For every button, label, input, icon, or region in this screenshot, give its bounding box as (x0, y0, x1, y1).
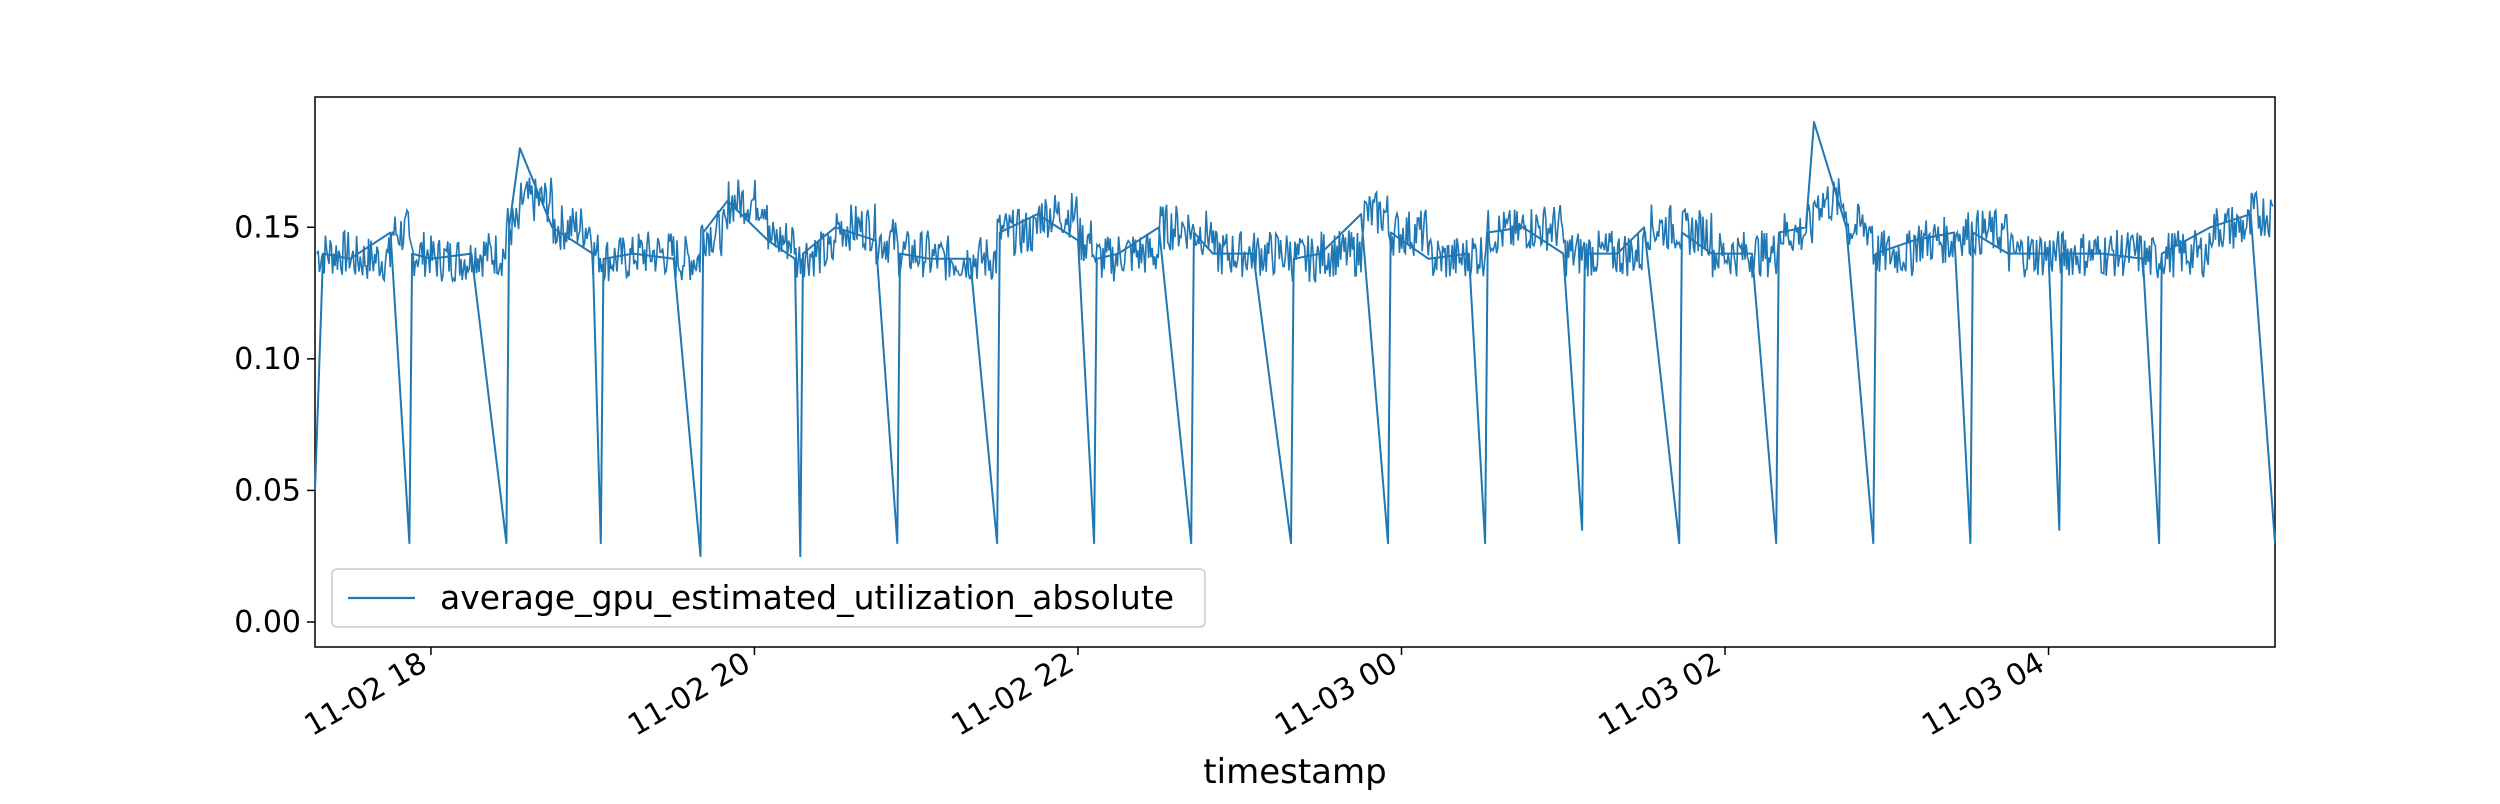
x-tick-label: 11-02 20 (622, 646, 756, 744)
x-axis-label: timestamp (1203, 752, 1386, 792)
x-axis: 11-02 18 11-02 20 11-02 22 11-03 00 11-03 02… (299, 646, 2051, 744)
y-axis: 0.00 0.05 0.10 0.15 (234, 210, 315, 640)
y-tick-label: 0.15 (234, 210, 301, 245)
series-layer (315, 122, 2275, 556)
legend-label: average_gpu_estimated_utilization_absolu… (440, 578, 1174, 617)
series-line-0 (315, 122, 2275, 556)
x-tick-label: 11-03 00 (1269, 646, 1403, 744)
y-tick-label: 0.10 (234, 342, 301, 377)
x-tick-label: 11-03 02 (1593, 646, 1727, 744)
x-tick-label: 11-03 04 (1916, 646, 2050, 744)
y-tick-label: 0.05 (234, 473, 301, 508)
y-tick-label: 0.00 (234, 605, 301, 640)
x-tick-label: 11-02 22 (946, 646, 1080, 744)
series-noise-texture (317, 178, 2273, 283)
plot-frame (315, 97, 2275, 647)
x-tick-label: 11-02 18 (299, 646, 433, 744)
legend: average_gpu_estimated_utilization_absolu… (332, 569, 1205, 627)
